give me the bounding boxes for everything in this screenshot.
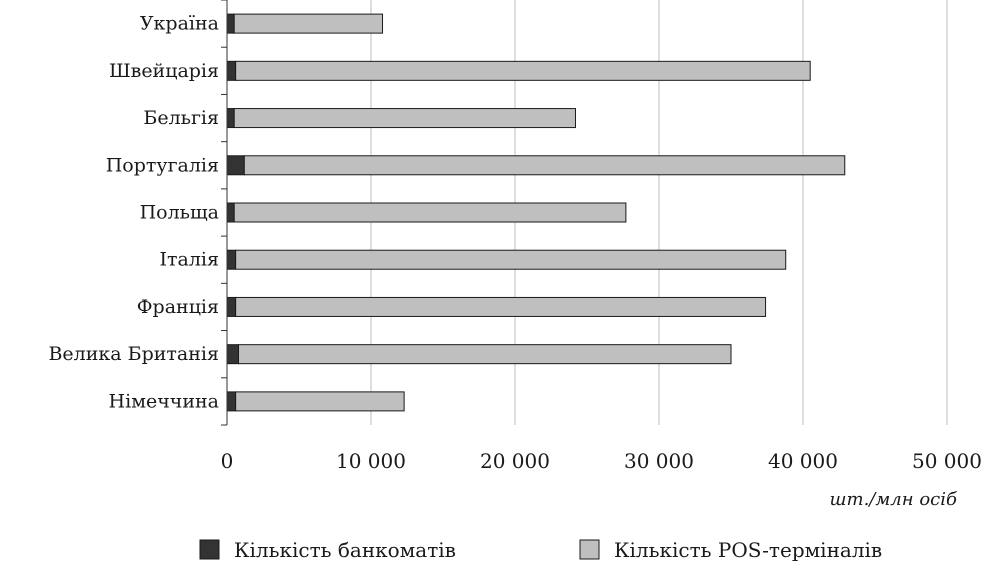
bars (226, 13, 846, 412)
bar-atm (226, 296, 237, 317)
axes (221, 0, 228, 426)
category-label: Польща (140, 202, 219, 224)
category-label: Швейцарія (109, 60, 219, 82)
category-label: Україна (140, 13, 219, 35)
bar-atm (226, 202, 235, 223)
x-tick-label: 50 000 (912, 449, 982, 473)
legend-swatch-pos (579, 539, 600, 560)
x-tick-label: 30 000 (624, 449, 694, 473)
legend: Кількість банкоматів Кількість POS-термін… (199, 538, 882, 562)
bar-atm (226, 108, 235, 129)
bar-atm (226, 13, 235, 34)
category-labels: Німеччина Велика Британія Франція Італія Пол… (48, 13, 219, 413)
tick-labels: 0 10 000 20 000 30 000 40 000 50 000 (221, 449, 982, 473)
legend-label-pos: Кількість POS-терміналів (614, 538, 882, 562)
bar-atm (226, 344, 240, 365)
x-tick-label: 40 000 (768, 449, 838, 473)
bar-atm (226, 391, 237, 412)
bar-atm (226, 60, 237, 81)
bar-pos (235, 391, 405, 412)
bar-pos (233, 202, 627, 223)
category-label: Франція (137, 296, 219, 318)
bar-pos (235, 60, 811, 81)
bar-atm (226, 155, 245, 176)
bar-pos (243, 155, 846, 176)
legend-swatch-atm (199, 539, 220, 560)
bar-pos (235, 249, 787, 270)
category-label: Велика Британія (48, 343, 219, 365)
bar-pos (233, 13, 384, 34)
category-label: Португалія (106, 154, 219, 176)
category-label: Німеччина (109, 390, 219, 412)
category-label: Італія (160, 249, 219, 271)
bar-atm (226, 249, 237, 270)
legend-label-atm: Кількість банкоматів (234, 538, 456, 562)
x-tick-label: 10 000 (336, 449, 406, 473)
x-axis-unit-label: шт./млн осіб (829, 489, 958, 510)
category-label: Бельгія (143, 107, 219, 129)
x-tick-label: 20 000 (480, 449, 550, 473)
bar-pos (233, 108, 576, 129)
x-tick-label: 0 (221, 449, 234, 473)
bar-pos (235, 296, 767, 317)
bar-pos (238, 344, 732, 365)
